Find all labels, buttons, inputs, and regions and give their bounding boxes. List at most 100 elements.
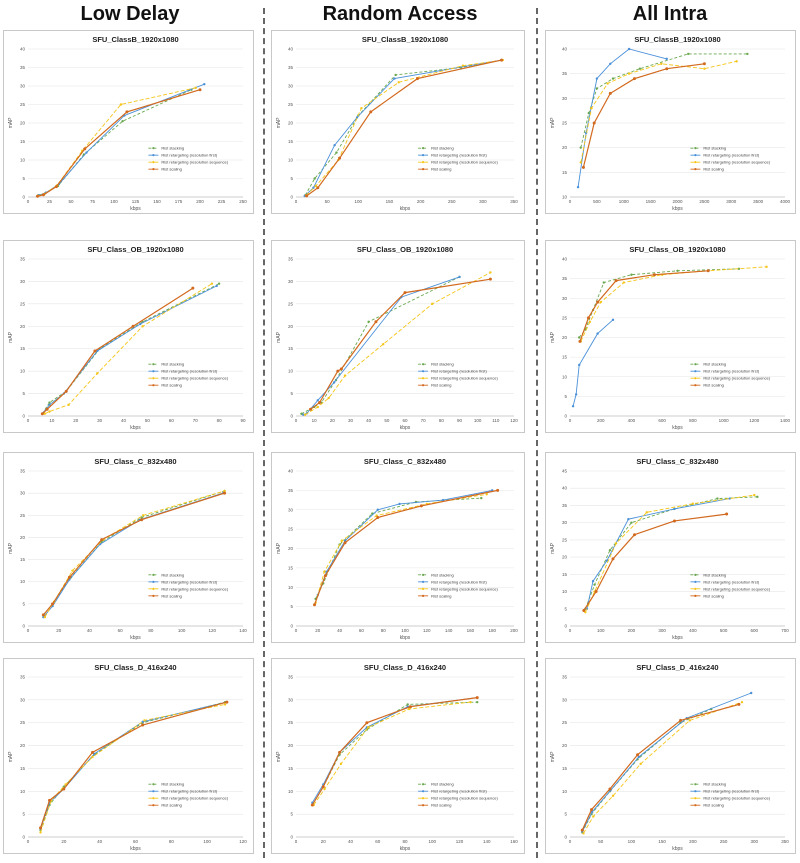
data-point — [608, 549, 612, 552]
y-tick-label: 30 — [20, 491, 26, 496]
col-header-low-delay: Low Delay — [80, 3, 180, 25]
data-point — [51, 602, 55, 606]
data-point — [316, 186, 320, 190]
data-point — [62, 787, 66, 791]
data-point — [679, 718, 683, 722]
data-point — [338, 156, 342, 160]
legend-marker — [152, 168, 155, 171]
data-point — [394, 73, 397, 77]
y-tick-label: 10 — [288, 585, 294, 590]
data-point — [431, 302, 434, 306]
legend-label: Rist retargeting (resolution first) — [703, 153, 759, 158]
legend-marker — [694, 161, 697, 164]
legend-marker — [421, 384, 425, 387]
x-tick-label: 0 — [569, 418, 572, 423]
data-point — [71, 569, 74, 572]
legend-marker — [152, 161, 155, 164]
legend-marker — [152, 377, 155, 380]
data-point — [578, 339, 582, 343]
legend-label: Rist retargeting (resolution first) — [703, 789, 759, 794]
x-tick-label: 100 — [178, 628, 186, 633]
series-line — [37, 89, 201, 197]
x-tick-label: 0 — [295, 199, 298, 204]
data-point — [141, 325, 144, 328]
series-line — [577, 48, 667, 188]
data-point — [93, 349, 97, 353]
legend-marker — [152, 147, 155, 150]
y-tick-label: 25 — [562, 720, 568, 725]
y-tick-label: 45 — [562, 469, 568, 474]
legend-label: Rist retargeting (resolution sequence) — [431, 376, 498, 381]
legend-label: Rist retargeting (resolution first) — [431, 369, 487, 374]
chart-title: SFU_Class_C_832x480 — [94, 457, 176, 466]
y-tick-label: 35 — [20, 469, 26, 474]
x-axis-label: kbps — [672, 425, 683, 431]
x-tick-label: 40 — [97, 839, 103, 844]
series-line — [44, 283, 213, 415]
legend-marker — [421, 154, 425, 157]
data-point — [225, 700, 229, 704]
y-tick-label: 25 — [562, 121, 568, 126]
data-point — [39, 831, 42, 834]
data-point — [611, 794, 615, 798]
y-tick-label: 5 — [564, 812, 567, 817]
x-tick-label: 150 — [386, 199, 394, 204]
data-point — [702, 62, 706, 66]
legend-marker — [694, 377, 697, 380]
data-point — [313, 177, 316, 180]
data-point — [48, 403, 51, 406]
data-point — [480, 496, 483, 500]
x-tick-label: 100 — [628, 839, 636, 844]
x-tick-label: 40 — [366, 418, 372, 423]
y-tick-label: 30 — [562, 520, 568, 525]
legend-marker — [694, 594, 697, 597]
x-tick-label: 700 — [781, 628, 789, 633]
x-tick-label: 20 — [73, 418, 79, 423]
data-point — [376, 508, 379, 511]
data-point — [593, 583, 596, 586]
y-tick-label: 25 — [288, 527, 294, 532]
data-point — [321, 785, 325, 789]
data-point — [223, 703, 227, 706]
y-tick-label: 20 — [288, 324, 294, 329]
data-point — [343, 374, 347, 377]
data-point — [496, 488, 500, 492]
data-point — [638, 67, 642, 70]
y-tick-label: 0 — [290, 414, 293, 419]
data-point — [586, 316, 590, 320]
legend-marker — [152, 587, 155, 590]
x-tick-label: 100 — [474, 418, 482, 423]
series-line — [40, 703, 226, 833]
chart-panel-11: SFU_Class_D_416x240 0 5 10 15 20 25 30 35 0 20 40 60… — [271, 658, 525, 854]
data-point — [403, 291, 407, 295]
data-point — [343, 541, 347, 545]
x-tick-label: 50 — [384, 418, 390, 423]
x-tick-label: 40 — [121, 418, 127, 423]
x-tick-label: 50 — [145, 418, 151, 423]
data-point — [215, 284, 218, 288]
y-tick-label: 5 — [290, 812, 293, 817]
y-tick-label: 5 — [564, 394, 567, 399]
y-tick-label: 15 — [20, 557, 26, 562]
legend-label: Rist retargeting (resolution sequence) — [161, 586, 228, 591]
data-point — [310, 803, 314, 807]
data-point — [203, 82, 206, 86]
x-tick-label: 300 — [751, 839, 759, 844]
legend-label: Rist scaling — [161, 593, 181, 598]
x-tick-label: 50 — [325, 199, 331, 204]
series-line — [304, 59, 502, 196]
y-tick-label: 5 — [290, 391, 293, 396]
data-point — [592, 121, 596, 125]
data-point — [605, 559, 609, 562]
y-tick-label: 0 — [22, 195, 25, 200]
column-divider-2 — [536, 8, 538, 858]
x-tick-label: 120 — [239, 839, 247, 844]
legend-label: Rist retargeting (resolution sequence) — [703, 160, 770, 165]
data-point — [407, 707, 411, 711]
x-tick-label: 70 — [421, 418, 427, 423]
data-point — [339, 762, 343, 766]
chart-title: SFU_Class_D_416x240 — [94, 663, 176, 672]
x-tick-label: 0 — [569, 628, 572, 633]
data-point — [590, 808, 593, 812]
data-point — [590, 810, 594, 814]
